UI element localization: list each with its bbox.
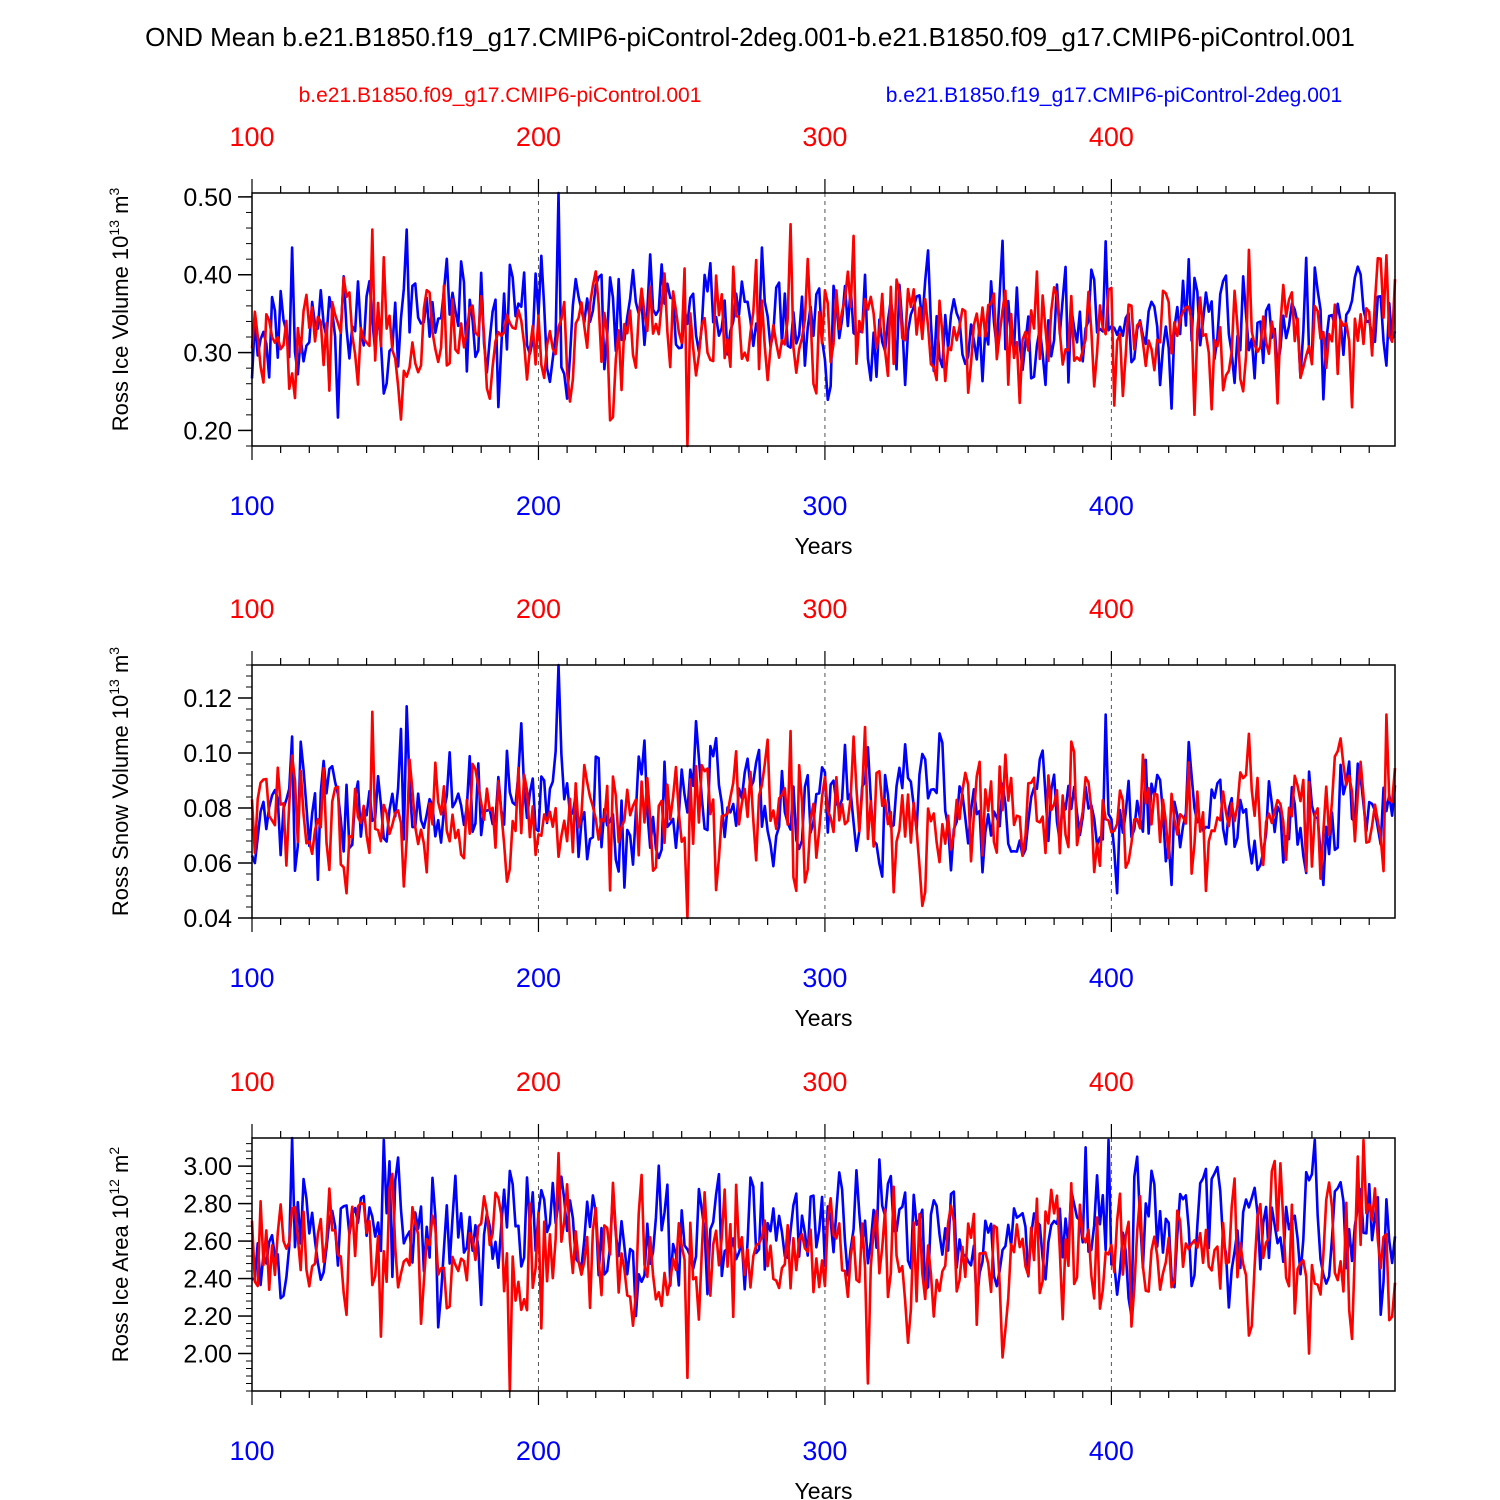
- x-tick-label-top: 400: [1089, 594, 1134, 624]
- x-tick-label-top: 200: [516, 122, 561, 152]
- legend-red-label: b.e21.B1850.f09_g17.CMIP6-piControl.001: [299, 84, 702, 107]
- chart-panel-3: 2.00 2.20 2.40 2.60 2.80 3.00 100 100 200 200 300 3…: [106, 1067, 1397, 1500]
- y-axis-label: Ross Ice Volume 1013 m3: [106, 188, 133, 432]
- y-tick-label: 0.50: [183, 184, 232, 212]
- x-tick-label-bottom: 100: [229, 491, 274, 521]
- x-tick-label-top: 300: [802, 594, 847, 624]
- y-tick-label: 0.12: [183, 685, 232, 713]
- x-tick-label-top: 300: [802, 122, 847, 152]
- x-axis-label: Years: [795, 533, 853, 559]
- y-tick-label: 3.00: [183, 1153, 232, 1181]
- x-tick-label-top: 100: [229, 594, 274, 624]
- y-axis-label: Ross Snow Volume 1013 m3: [106, 647, 133, 916]
- x-tick-label-top: 200: [516, 1067, 561, 1097]
- plot-frame: [251, 1137, 1396, 1392]
- y-tick-label: 2.80: [183, 1191, 232, 1219]
- x-tick-label-bottom: 100: [229, 963, 274, 993]
- x-tick-label-bottom: 300: [802, 491, 847, 521]
- chart-panel-1: 0.20 0.30 0.40 0.50 100 100 200 200 300 300 400 400…: [106, 122, 1397, 559]
- y-tick-label: 2.40: [183, 1266, 232, 1294]
- x-tick-label-top: 100: [229, 1067, 274, 1097]
- figure-title: OND Mean b.e21.B1850.f19_g17.CMIP6-piCon…: [145, 22, 1355, 52]
- y-tick-label: 2.00: [183, 1341, 232, 1369]
- plot-frame: [251, 192, 1396, 447]
- y-tick-label: 0.30: [183, 340, 232, 368]
- x-tick-label-bottom: 200: [516, 963, 561, 993]
- y-tick-label: 0.06: [183, 850, 232, 878]
- series-line-red: [250, 710, 1397, 920]
- x-tick-label-bottom: 300: [802, 963, 847, 993]
- y-tick-label: 0.04: [183, 905, 232, 933]
- x-tick-label-top: 400: [1089, 1067, 1134, 1097]
- x-tick-label-top: 300: [802, 1067, 847, 1097]
- chart-panel-2: 0.04 0.06 0.08 0.10 0.12 100 100 200 200 300 300 40…: [106, 594, 1397, 1031]
- series-line-red: [250, 222, 1397, 448]
- plot-frame: [251, 664, 1396, 919]
- y-tick-label: 2.20: [183, 1303, 232, 1331]
- x-axis-label: Years: [795, 1005, 853, 1031]
- series-line-blue: [251, 1136, 1397, 1329]
- x-tick-label-bottom: 300: [802, 1436, 847, 1466]
- x-tick-label-bottom: 100: [229, 1436, 274, 1466]
- y-tick-label: 0.40: [183, 262, 232, 290]
- y-tick-label: 0.08: [183, 795, 232, 823]
- x-tick-label-top: 100: [229, 122, 274, 152]
- legend-blue-label: b.e21.B1850.f19_g17.CMIP6-piControl-2deg…: [886, 84, 1342, 107]
- x-tick-label-top: 200: [516, 594, 561, 624]
- y-axis-label: Ross Ice Area 1012 m2: [106, 1147, 133, 1363]
- y-tick-label: 0.10: [183, 740, 232, 768]
- x-tick-label-bottom: 200: [516, 1436, 561, 1466]
- x-tick-label-bottom: 400: [1089, 963, 1134, 993]
- x-tick-label-top: 400: [1089, 122, 1134, 152]
- x-tick-label-bottom: 400: [1089, 491, 1134, 521]
- x-axis-label: Years: [795, 1478, 853, 1500]
- y-tick-label: 2.60: [183, 1228, 232, 1256]
- x-tick-label-bottom: 400: [1089, 1436, 1134, 1466]
- y-tick-label: 0.20: [183, 417, 232, 445]
- series-line-red: [250, 1138, 1397, 1393]
- x-tick-label-bottom: 200: [516, 491, 561, 521]
